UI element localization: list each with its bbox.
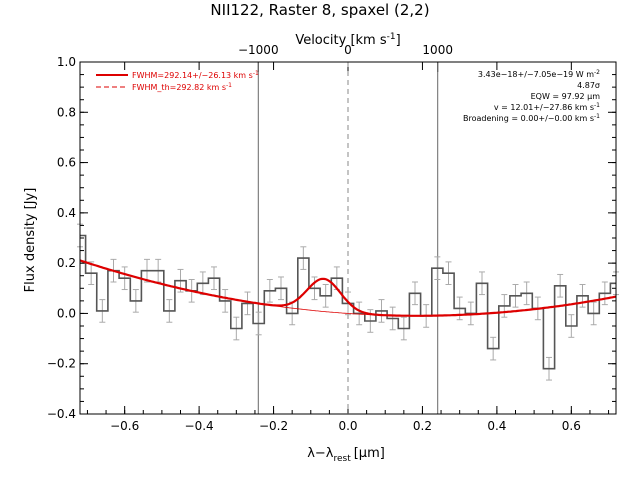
top-axis-label-end: ]	[396, 33, 401, 48]
top-axis-label-main: Velocity [km s	[295, 33, 387, 48]
x-axis-label-sub: rest	[333, 454, 351, 464]
y-tick-label: 0.8	[57, 105, 76, 119]
y-tick-label: 1.0	[57, 55, 76, 69]
x-tick-label: 0.6	[562, 419, 581, 433]
top-axis-label: Velocity [km s-1]	[295, 32, 400, 48]
y-tick-label: 0.2	[57, 256, 76, 270]
y-axis-label: Flux density [Jy]	[23, 188, 38, 293]
x-tick-label: −0.2	[259, 419, 288, 433]
annotation-broadening: Broadening = 0.00+/−0.00 km s-1	[463, 113, 600, 123]
x-tick-label: −0.4	[185, 419, 214, 433]
spectrum-series	[77, 223, 619, 381]
fit-annotations: 3.43e−18+/−7.05e−19 W m-2 4.87σ EQW = 97…	[463, 69, 600, 123]
y-tick-label: 0.6	[57, 156, 76, 170]
chart-title: NII122, Raster 8, spaxel (2,2)	[210, 1, 429, 19]
annotation-velocity: v = 12.01+/−27.86 km s-1	[494, 102, 600, 112]
x-tick-label: 0.0	[338, 419, 357, 433]
x-axis-label-main: λ−λ	[307, 446, 334, 461]
total-fit-line	[79, 259, 617, 317]
x-tick-label: −0.6	[110, 419, 139, 433]
annotation-sigma: 4.87σ	[577, 81, 600, 90]
annotation-flux: 3.43e−18+/−7.05e−19 W m-2	[478, 69, 600, 79]
y-tick-label: 0.4	[57, 206, 76, 220]
top-tick-label: 1000	[422, 43, 453, 57]
annotation-eqw: EQW = 97.92 μm	[531, 92, 601, 101]
legend-label-fwhm-th: FWHM_th=292.82 km s-1	[132, 82, 232, 92]
x-tick-label: 0.2	[413, 419, 432, 433]
spectrum-step-line	[80, 234, 616, 370]
y-tick-label: −0.2	[47, 357, 76, 371]
legend: FWHM=292.14+/−26.13 km s-1 FWHM_th=292.8…	[96, 70, 259, 92]
fit-series	[79, 259, 617, 317]
y-tick-label: −0.4	[47, 407, 76, 421]
top-tick-label: −1000	[238, 43, 279, 57]
x-tick-label: 0.4	[487, 419, 506, 433]
top-axis-label-sup: -1	[387, 32, 396, 42]
x-axis-label-unit: [μm]	[354, 446, 385, 461]
plot-frame	[79, 61, 617, 415]
x-axis-label: λ−λrest [μm]	[307, 446, 385, 464]
legend-label-fwhm: FWHM=292.14+/−26.13 km s-1	[132, 70, 259, 80]
y-tick-label: 0.0	[57, 306, 76, 320]
axis-ticks: −0.6 −0.4 −0.2 0.0 0.2 0.4 0.6 −0.4 −0.2 0.0 0.2 0.…	[47, 43, 616, 433]
top-tick-label: 0	[344, 43, 352, 57]
velocity-lines	[257, 62, 439, 414]
